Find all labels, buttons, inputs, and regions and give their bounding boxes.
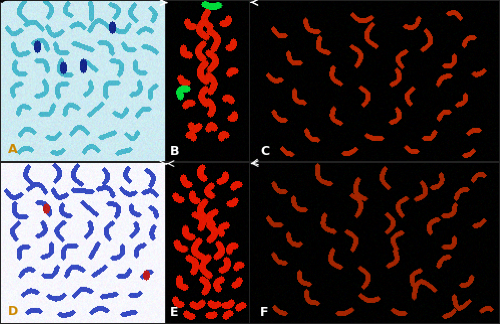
Text: D: D (8, 305, 18, 318)
Text: C: C (260, 145, 269, 158)
Text: E: E (170, 306, 178, 319)
Text: F: F (260, 306, 268, 319)
Text: B: B (170, 145, 179, 158)
Text: A: A (8, 143, 17, 156)
